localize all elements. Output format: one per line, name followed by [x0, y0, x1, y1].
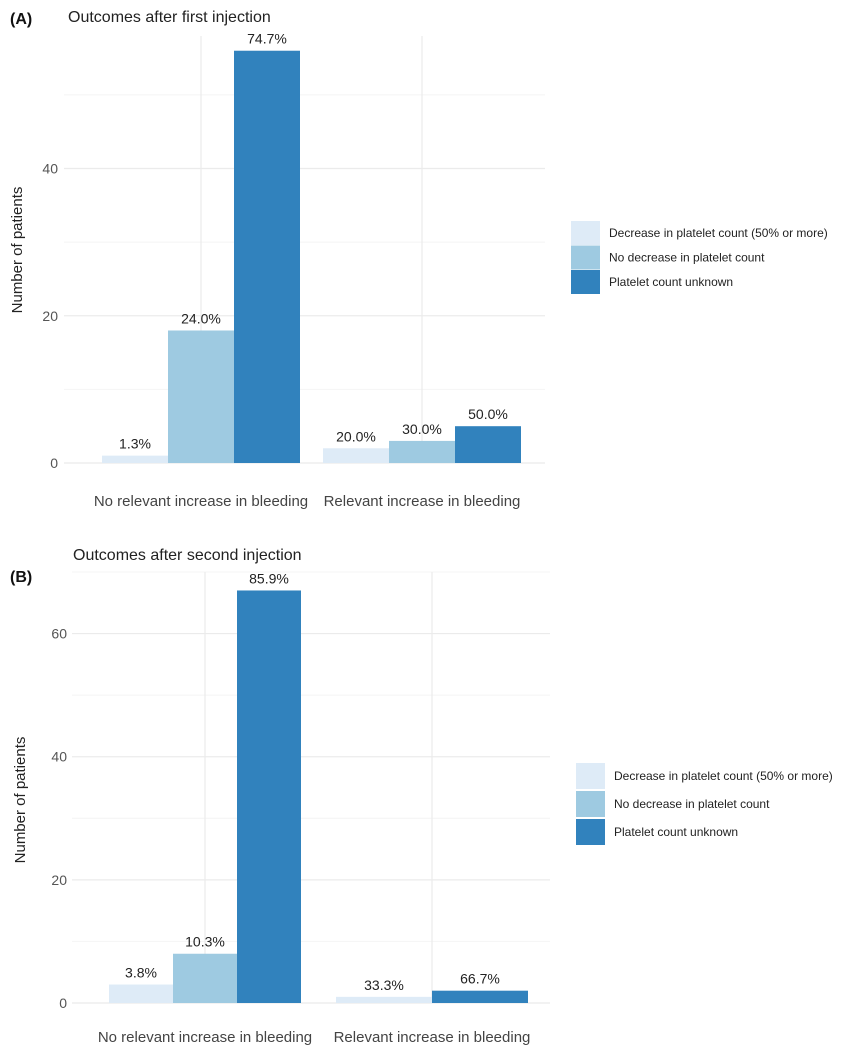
data-label: 10.3% [185, 934, 225, 950]
grid [64, 36, 545, 464]
bar [323, 448, 389, 463]
chart-title: Outcomes after second injection [73, 547, 302, 564]
grid [72, 571, 550, 1004]
legend-key [576, 819, 605, 845]
panel-label: (A) [10, 11, 32, 28]
data-label: 20.0% [336, 428, 376, 444]
bar [109, 984, 173, 1003]
data-label: 30.0% [402, 421, 442, 437]
bar [234, 50, 300, 464]
bar [168, 330, 234, 463]
data-label: 85.9% [249, 570, 289, 586]
chart-panel-a: (A) Outcomes after first injection Numbe… [9, 9, 828, 510]
legend-key [576, 791, 605, 817]
y-axis-label: Number of patients [9, 187, 26, 314]
bar [336, 996, 432, 1003]
y-tick-label: 20 [51, 872, 67, 888]
data-label: 3.8% [125, 965, 157, 981]
chart-title: Outcomes after first injection [68, 9, 271, 26]
legend: Decrease in platelet count (50% or more)… [576, 763, 833, 845]
legend-key [571, 245, 600, 270]
y-tick-label: 0 [59, 995, 67, 1011]
legend-key [571, 221, 600, 245]
data-label: 66.7% [460, 971, 500, 987]
y-tick-label: 40 [51, 749, 67, 765]
axis-ticks: 0 20 40 No relevant increase in bleeding Rel… [42, 161, 520, 510]
y-tick-label: 20 [42, 308, 58, 324]
x-tick-label: Relevant increase in bleeding [334, 1029, 531, 1046]
y-tick-label: 60 [51, 626, 67, 642]
legend: Decrease in platelet count (50% or more)… [571, 221, 828, 294]
legend-key [571, 270, 600, 294]
y-tick-label: 0 [50, 455, 58, 471]
x-tick-label: No relevant increase in bleeding [98, 1029, 312, 1046]
data-label: 33.3% [364, 977, 404, 993]
bar [432, 990, 528, 1003]
axis-ticks: 0 20 40 60 No relevant increase in bleeding R… [51, 626, 530, 1046]
data-labels: 3.8% 10.3% 85.9% 33.3% 66.7% [125, 570, 500, 992]
bar [237, 590, 301, 1003]
data-label: 1.3% [119, 436, 151, 452]
x-tick-label: No relevant increase in bleeding [94, 493, 308, 510]
x-tick-label: Relevant increase in bleeding [324, 493, 521, 510]
bars [102, 50, 521, 464]
bar [173, 953, 237, 1003]
legend-label: No decrease in platelet count [609, 251, 765, 265]
legend-key [576, 763, 605, 789]
legend-label: Decrease in platelet count (50% or more) [609, 226, 828, 240]
bar [455, 426, 521, 463]
y-tick-label: 40 [42, 161, 58, 177]
legend-label: Platelet count unknown [609, 275, 733, 289]
bar [102, 455, 168, 463]
legend-label: Decrease in platelet count (50% or more) [614, 769, 833, 783]
data-labels: 1.3% 24.0% 74.7% 20.0% 30.0% 50.0% [119, 31, 508, 452]
legend-label: Platelet count unknown [614, 825, 738, 839]
data-label: 50.0% [468, 406, 508, 422]
bars [109, 590, 528, 1003]
data-label: 24.0% [181, 310, 221, 326]
y-axis-label: Number of patients [12, 737, 29, 864]
panel-label: (B) [10, 569, 32, 586]
legend-label: No decrease in platelet count [614, 797, 770, 811]
data-label: 74.7% [247, 31, 287, 47]
bar [389, 440, 455, 463]
chart-panel-b: (B) Outcomes after second injection Numb… [10, 547, 833, 1046]
